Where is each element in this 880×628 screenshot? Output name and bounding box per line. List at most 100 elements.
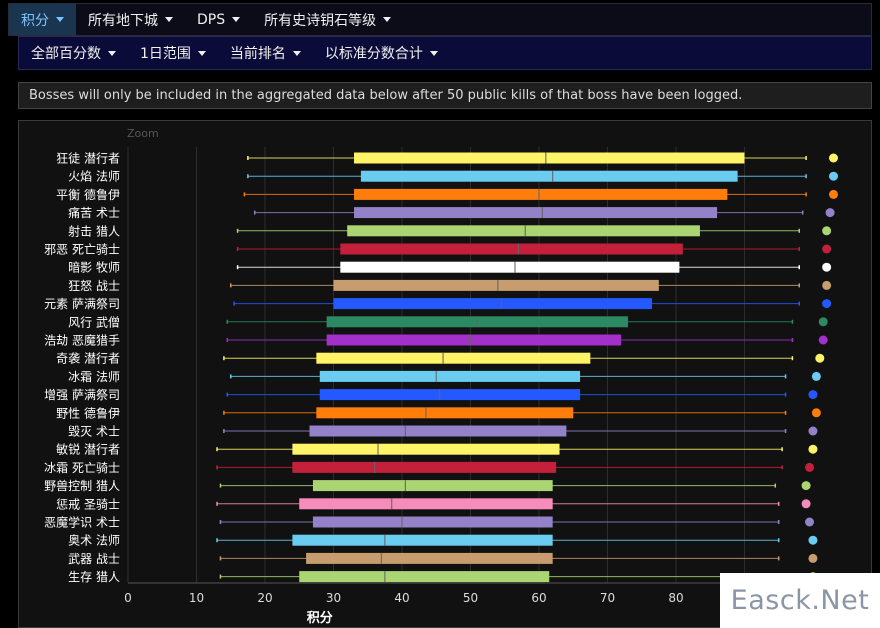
secondary-nav: 全部百分数 1日范围 当前排名 以标准分数合计 [18, 36, 872, 70]
primary-dropdown-2[interactable]: DPS [185, 4, 252, 35]
box [354, 152, 745, 164]
box [299, 498, 553, 510]
x-tick-label: 40 [394, 591, 409, 605]
outlier-point [815, 353, 825, 363]
y-category-label: 风行 武僧 [68, 315, 120, 329]
outlier-point [808, 535, 818, 545]
box [309, 425, 567, 437]
y-category-label: 狂怒 战士 [68, 278, 120, 293]
secondary-dropdown-label: 1日范围 [140, 46, 191, 62]
outlier-point [828, 153, 838, 163]
outlier-point [805, 462, 815, 472]
primary-dropdown-1[interactable]: 所有地下城 [76, 4, 185, 35]
box [333, 298, 652, 310]
box [312, 516, 553, 528]
x-tick-label: 50 [463, 591, 478, 605]
box [354, 207, 718, 219]
y-category-label: 元素 萨满祭司 [44, 297, 120, 311]
y-category-label: 恶魔学识 术士 [44, 515, 120, 530]
box [316, 407, 574, 419]
box [312, 480, 553, 492]
box [340, 243, 683, 255]
primary-dropdown-label: DPS [197, 11, 226, 28]
x-tick-label: 0 [124, 591, 132, 605]
primary-dropdown-0[interactable]: 积分 [9, 4, 76, 35]
secondary-dropdown-label: 以标准分数合计 [324, 46, 423, 62]
outlier-point [801, 481, 811, 491]
x-tick-label: 60 [531, 591, 546, 605]
box [347, 225, 700, 237]
outlier-point [822, 226, 832, 236]
chevron-down-icon [383, 17, 392, 22]
zoom-label: Zoom [127, 127, 159, 140]
chevron-down-icon [165, 17, 173, 22]
outlier-point [801, 499, 811, 509]
outlier-point [818, 335, 828, 345]
primary-dropdown-3[interactable]: 所有史诗钥石等级 [252, 4, 403, 35]
y-category-label: 惩戒 圣骑士 [56, 497, 120, 511]
box [326, 334, 622, 346]
x-tick-label: 70 [600, 591, 615, 605]
outlier-point [808, 444, 818, 454]
primary-dropdown-label: 积分 [21, 12, 49, 29]
x-tick-label: 20 [257, 591, 272, 605]
y-category-label: 增强 萨满祭司 [44, 388, 120, 402]
outlier-point [822, 280, 832, 290]
primary-dropdown-label: 所有地下城 [88, 12, 158, 29]
chevron-down-icon [232, 17, 241, 22]
chevron-down-icon [292, 50, 301, 56]
x-tick-label: 10 [189, 591, 204, 605]
outlier-point [825, 208, 835, 218]
outlier-point [822, 299, 832, 309]
box [292, 443, 560, 455]
box [360, 170, 738, 182]
box [354, 188, 728, 200]
chevron-down-icon [108, 50, 116, 56]
outlier-point [808, 390, 818, 400]
y-category-label: 浩劫 恶魔猎手 [44, 333, 120, 348]
watermark: Easck.Net [720, 573, 880, 628]
secondary-dropdown-2[interactable]: 当前排名 [218, 37, 313, 69]
y-category-label: 敏锐 潜行者 [56, 442, 120, 457]
y-category-label: 狂徒 潜行者 [56, 152, 120, 166]
y-category-label: 武器 战士 [68, 552, 120, 566]
outlier-point [828, 171, 838, 181]
y-category-label: 火焰 法师 [68, 169, 120, 184]
y-category-label: 奥术 法师 [68, 534, 120, 548]
box [319, 370, 581, 382]
outlier-point [808, 553, 818, 563]
notice-text: Bosses will only be included in the aggr… [29, 88, 743, 103]
primary-dropdown-label: 所有史诗钥石等级 [264, 12, 377, 29]
y-category-label: 冰霜 法师 [68, 370, 120, 384]
outlier-point [822, 262, 832, 272]
box [316, 352, 591, 364]
notice-banner: Bosses will only be included in the aggr… [18, 82, 872, 109]
box [333, 279, 659, 291]
y-category-label: 平衡 德鲁伊 [56, 187, 120, 202]
x-axis-title: 积分 [307, 610, 333, 626]
chevron-down-icon [429, 50, 438, 56]
secondary-dropdown-1[interactable]: 1日范围 [128, 37, 218, 69]
chevron-down-icon [197, 50, 206, 56]
outlier-point [828, 189, 838, 199]
outlier-point [818, 317, 828, 327]
y-category-label: 生存 猎人 [68, 570, 120, 584]
secondary-dropdown-3[interactable]: 以标准分数合计 [313, 37, 450, 69]
y-category-label: 冰霜 死亡骑士 [44, 461, 120, 475]
y-category-label: 暗影 牧师 [68, 260, 120, 275]
x-tick-label: 30 [326, 591, 341, 605]
outlier-point [822, 244, 832, 254]
secondary-dropdown-label: 当前排名 [229, 46, 286, 62]
chevron-down-icon [56, 17, 64, 22]
y-category-label: 野兽控制 猎人 [44, 479, 120, 493]
box [306, 552, 553, 564]
secondary-dropdown-0[interactable]: 全部百分数 [19, 37, 128, 69]
y-category-label: 毁灭 术士 [68, 424, 120, 439]
y-category-label: 邪恶 死亡骑士 [44, 243, 120, 257]
y-category-label: 痛苦 术士 [68, 205, 120, 220]
box [299, 571, 550, 583]
outlier-point [811, 371, 821, 381]
box [292, 461, 557, 473]
